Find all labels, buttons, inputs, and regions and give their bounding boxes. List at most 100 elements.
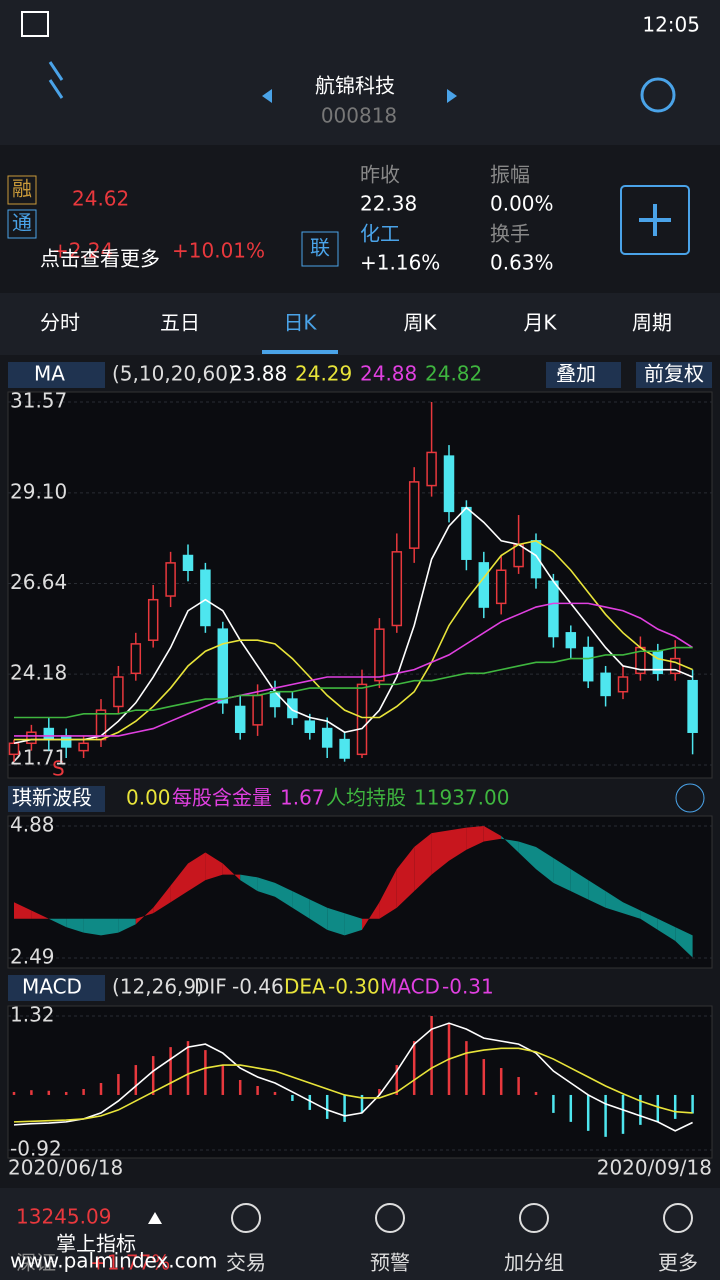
band-segment bbox=[222, 863, 241, 881]
candle-body bbox=[165, 562, 176, 597]
index-value: 13245.09 bbox=[16, 1205, 111, 1229]
add-button[interactable] bbox=[620, 185, 690, 255]
tab[interactable]: 五日 bbox=[160, 311, 200, 335]
band-segment bbox=[31, 910, 49, 919]
prev-stock[interactable] bbox=[262, 89, 272, 103]
indicator-label: 人均持股 bbox=[326, 786, 406, 810]
indicator-value: 0.00 bbox=[126, 786, 171, 810]
macd-name: MACD bbox=[22, 975, 82, 999]
badge bbox=[301, 231, 339, 267]
band-segment bbox=[640, 910, 658, 930]
brand: 掌上指标 bbox=[56, 1232, 136, 1256]
band-segment bbox=[414, 833, 432, 892]
more-link[interactable]: 点击查看更多 bbox=[40, 247, 160, 271]
overlay-button[interactable] bbox=[546, 362, 621, 388]
candle-body bbox=[147, 598, 159, 641]
start-date: 2020/06/18 bbox=[8, 1156, 123, 1180]
band-segment bbox=[309, 899, 328, 930]
band-segment bbox=[292, 891, 310, 919]
candle-body bbox=[287, 698, 298, 719]
price: 24.62 bbox=[72, 187, 129, 211]
candle-body bbox=[600, 672, 611, 697]
candle-body bbox=[234, 705, 246, 733]
tab[interactable]: 周期 bbox=[632, 311, 672, 335]
indicator-name: 琪新波段 bbox=[12, 786, 92, 810]
macd-selector[interactable] bbox=[8, 975, 105, 1001]
macd-label: DEA bbox=[284, 975, 326, 999]
candle-body bbox=[113, 676, 124, 708]
ma-line bbox=[14, 539, 693, 741]
y-tick-label: 24.18 bbox=[10, 661, 67, 685]
nav-item[interactable]: 交易 bbox=[226, 1251, 266, 1275]
badge-text: 联 bbox=[310, 236, 330, 260]
candle-body bbox=[617, 676, 629, 693]
candle-body bbox=[495, 569, 507, 605]
macd-value: -0.30 bbox=[328, 975, 380, 999]
candle-body bbox=[339, 738, 350, 759]
index-pct: +1.77% bbox=[90, 1251, 170, 1275]
indicator-selector[interactable] bbox=[8, 786, 105, 812]
band-segment bbox=[518, 841, 536, 870]
candle-body bbox=[513, 543, 524, 568]
index-name: 深证 bbox=[16, 1251, 56, 1275]
candle-body bbox=[374, 628, 385, 682]
band-segment bbox=[118, 918, 136, 933]
nav-item[interactable]: 预警 bbox=[370, 1251, 410, 1275]
candle-body bbox=[408, 481, 420, 549]
candle-body bbox=[582, 646, 594, 682]
back-button[interactable] bbox=[48, 61, 64, 99]
nav-item[interactable]: 更多 bbox=[658, 1251, 698, 1275]
overlay-label: 叠加 bbox=[556, 362, 596, 386]
band-segment bbox=[170, 863, 188, 903]
macd-label: MACD bbox=[380, 975, 440, 999]
end-date: 2020/09/18 bbox=[597, 1156, 712, 1180]
band-segment bbox=[14, 902, 32, 919]
nav-item[interactable]: 加分组 bbox=[504, 1251, 564, 1275]
macd-line bbox=[13, 1022, 693, 1132]
field-value: 22.38 bbox=[360, 192, 417, 216]
candle-body bbox=[78, 742, 89, 752]
ma-value: 24.29 bbox=[295, 362, 352, 386]
candle-body bbox=[565, 632, 577, 649]
stock-code: 000818 bbox=[321, 104, 397, 128]
band-segment bbox=[362, 902, 380, 930]
candle-body bbox=[252, 694, 263, 726]
candle-body bbox=[669, 657, 681, 675]
tab[interactable]: 月K bbox=[523, 311, 557, 335]
ma-value: 23.88 bbox=[230, 362, 287, 386]
band-segment bbox=[379, 869, 397, 919]
field-label: 振幅 bbox=[490, 163, 530, 187]
signal: S bbox=[52, 757, 65, 781]
band-segment bbox=[501, 835, 519, 853]
expand-button[interactable] bbox=[675, 783, 705, 813]
ma-line bbox=[14, 646, 693, 719]
band-segment bbox=[570, 869, 589, 900]
indicator-value: 11937.00 bbox=[414, 786, 509, 810]
macd-label: DIF bbox=[194, 975, 227, 999]
band-segment bbox=[48, 918, 67, 928]
plus-icon bbox=[639, 204, 671, 236]
tab-indicator bbox=[262, 350, 338, 354]
y-tick-label: 2.49 bbox=[10, 945, 55, 969]
status-icon bbox=[21, 11, 49, 37]
band-segment bbox=[588, 880, 606, 908]
nav-icon bbox=[663, 1203, 693, 1233]
search-button[interactable] bbox=[640, 77, 676, 113]
nav-icon bbox=[231, 1203, 261, 1233]
next-stock[interactable] bbox=[447, 89, 457, 103]
band-segment bbox=[101, 918, 119, 936]
y-tick-label: 4.88 bbox=[10, 813, 55, 837]
band-segment bbox=[327, 907, 345, 936]
tab[interactable]: 日K bbox=[283, 311, 317, 335]
band-segment bbox=[153, 885, 171, 914]
candle-body bbox=[43, 727, 55, 741]
tab[interactable]: 周K bbox=[403, 311, 437, 335]
field-label: 换手 bbox=[490, 222, 530, 246]
ma-selector[interactable] bbox=[8, 362, 105, 388]
adjust-button[interactable] bbox=[636, 362, 712, 388]
nav-icon bbox=[375, 1203, 405, 1233]
candle-body bbox=[478, 562, 490, 608]
tab[interactable]: 分时 bbox=[40, 311, 80, 335]
band-segment bbox=[657, 918, 676, 941]
